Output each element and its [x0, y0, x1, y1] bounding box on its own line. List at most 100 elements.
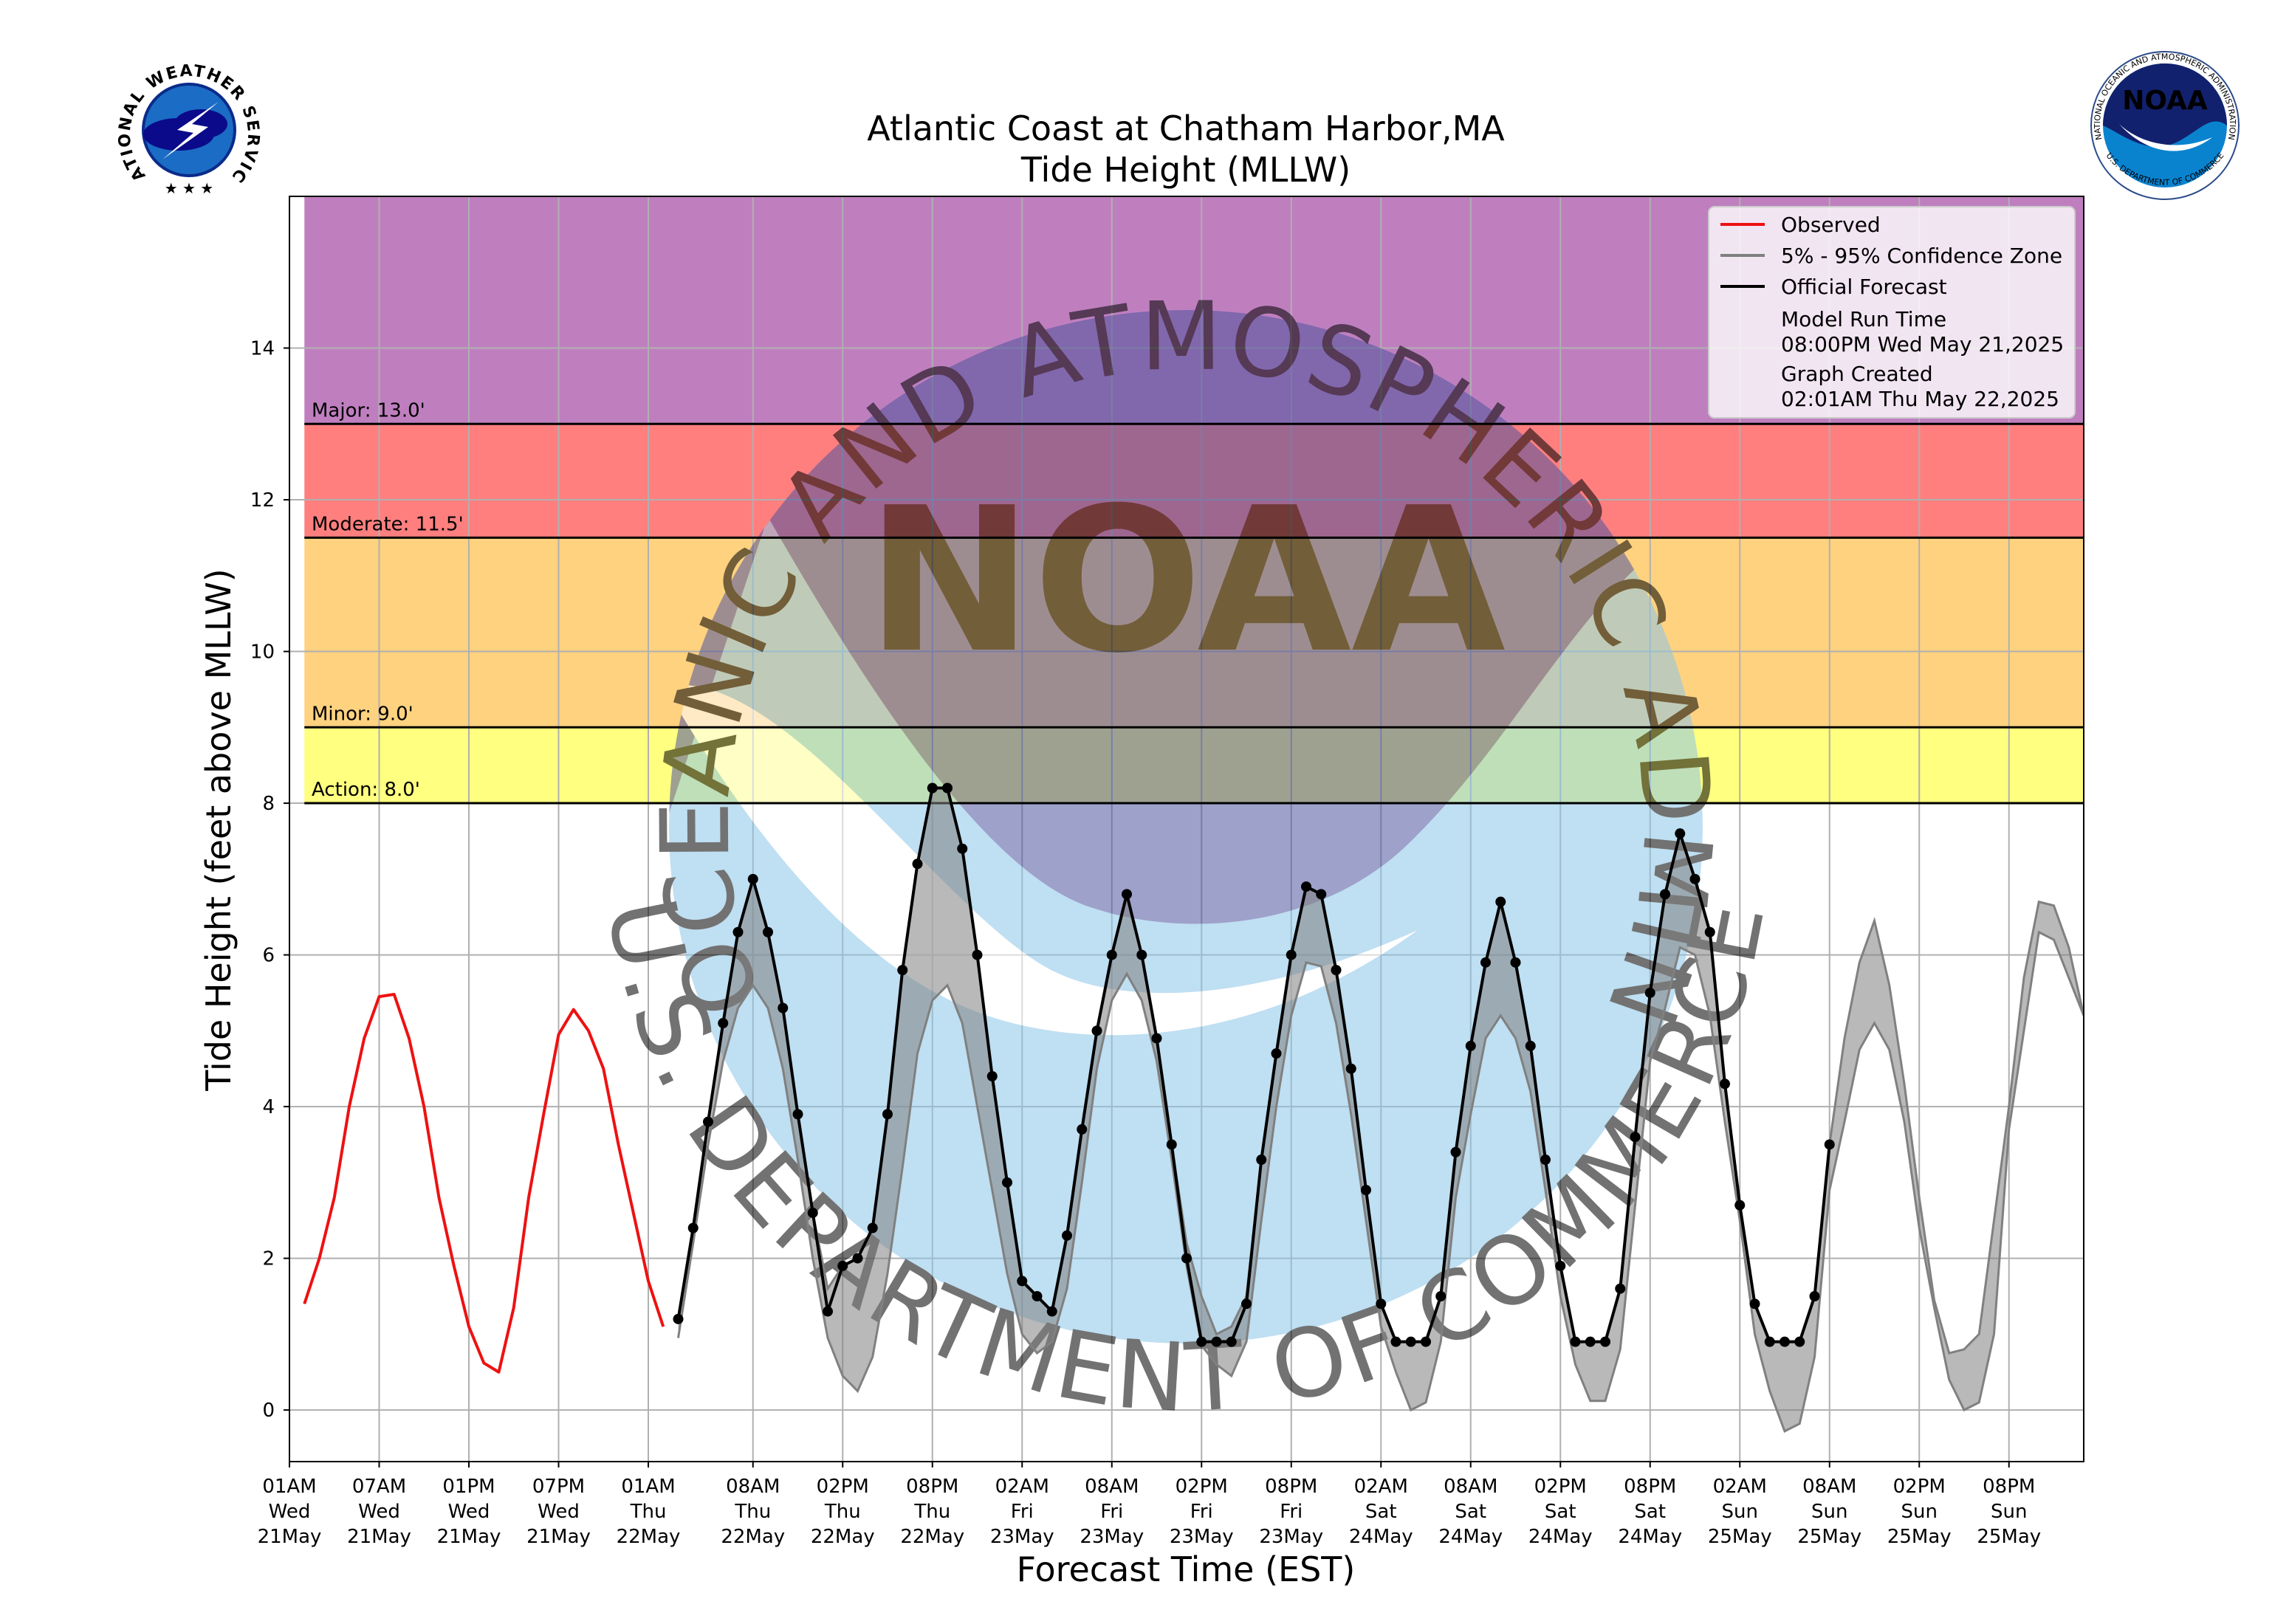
x-tick-label: 23May: [990, 1526, 1054, 1548]
series-marker: [1017, 1276, 1028, 1287]
series-marker: [1062, 1230, 1072, 1241]
series-marker: [1615, 1283, 1626, 1294]
series-marker: [1630, 1132, 1641, 1143]
series-marker: [957, 843, 968, 854]
legend-box: [1708, 206, 2076, 419]
series-marker: [972, 949, 983, 960]
x-tick-label: Sun: [1722, 1501, 1758, 1523]
series-marker: [1660, 889, 1670, 900]
x-tick-label: 23May: [1080, 1526, 1144, 1548]
y-tick-label: 4: [262, 1096, 275, 1118]
series-marker: [1390, 1336, 1401, 1347]
noaa-logo-top: [2103, 63, 2227, 147]
x-tick-label: Thu: [630, 1501, 667, 1523]
series-marker: [1151, 1033, 1162, 1044]
series-marker: [1166, 1139, 1177, 1150]
legend-note-label: Model Run Time: [1781, 307, 1946, 331]
nws-logo-rim: [142, 83, 236, 177]
series-marker: [882, 1109, 893, 1120]
x-tick-label: 24May: [1618, 1526, 1682, 1548]
nws-logo-stars: ★ ★ ★: [165, 179, 214, 197]
series-marker: [1495, 896, 1506, 907]
watermark-disc-bottom: [669, 310, 1703, 1343]
series-marker: [807, 1207, 818, 1218]
series-marker: [732, 926, 744, 937]
x-tick-label: Sat: [1545, 1501, 1576, 1523]
x-tick-label: 01PM: [442, 1476, 495, 1498]
x-tick-label: 21May: [347, 1526, 411, 1548]
series-marker: [1644, 987, 1655, 998]
noaa-logo-text: NOAA: [2122, 86, 2208, 116]
series-marker: [927, 782, 938, 794]
noaa-logo: NOAA NATIONAL OCEANIC AND ATMOSPHERIC AD…: [2090, 51, 2240, 200]
series-marker: [1256, 1155, 1267, 1166]
series-marker: [673, 1313, 684, 1324]
series-marker: [1824, 1139, 1835, 1150]
x-tick-label: 25May: [1887, 1526, 1952, 1548]
confidence-edge: [677, 930, 2084, 1433]
series-marker: [1002, 1177, 1012, 1188]
series-marker: [1465, 1040, 1476, 1051]
series-marker: [1435, 1290, 1447, 1301]
threshold-label: Minor: 9.0': [312, 703, 413, 725]
series-marker: [1675, 828, 1686, 839]
x-tick-label: 02PM: [817, 1476, 869, 1498]
plot-frame: [289, 196, 2084, 1462]
x-tick-label: Sun: [1811, 1501, 1847, 1523]
series-marker: [778, 1002, 789, 1014]
series-marker: [1734, 1200, 1746, 1211]
x-tick-label: 25May: [1797, 1526, 1861, 1548]
x-tick-label: 02PM: [1534, 1476, 1587, 1498]
y-tick-label: 14: [250, 338, 275, 360]
x-tick-label: 24May: [1438, 1526, 1503, 1548]
series-marker: [1749, 1298, 1760, 1310]
x-tick-label: 02PM: [1176, 1476, 1228, 1498]
series-marker: [1510, 957, 1521, 968]
chart-title: Atlantic Coast at Chatham Harbor,MA: [867, 109, 1505, 148]
series-marker: [1316, 889, 1327, 900]
series-marker: [1525, 1040, 1536, 1051]
series-marker: [1345, 1063, 1356, 1074]
watermark-gull: [669, 684, 1418, 1036]
legend-label: 5% - 95% Confidence Zone: [1781, 244, 2062, 268]
series-marker: [1764, 1336, 1775, 1347]
series-marker: [1122, 889, 1132, 900]
legend-note-label: Graph Created: [1781, 362, 1933, 386]
series-marker: [1809, 1290, 1820, 1301]
series-marker: [687, 1222, 699, 1234]
x-tick-label: 22May: [811, 1526, 875, 1548]
y-tick-label: 2: [262, 1248, 275, 1270]
series-marker: [1091, 1025, 1102, 1036]
series-marker: [1585, 1336, 1596, 1347]
legend-label: Observed: [1781, 213, 1881, 237]
series-marker: [1570, 1336, 1581, 1347]
x-tick-label: Thu: [734, 1501, 771, 1523]
series-marker: [852, 1253, 863, 1264]
x-tick-label: 08PM: [1265, 1476, 1317, 1498]
series-marker: [912, 859, 923, 870]
series-marker: [1286, 949, 1297, 960]
x-tick-label: 22May: [900, 1526, 964, 1548]
x-tick-label: Fri: [1280, 1501, 1303, 1523]
series-marker: [1361, 1185, 1371, 1196]
y-tick-label: 0: [262, 1400, 275, 1422]
series-line: [303, 993, 665, 1374]
watermark-disc: [669, 310, 1703, 1343]
series-marker: [703, 1116, 713, 1127]
x-tick-label: 02PM: [1893, 1476, 1946, 1498]
series-marker: [1720, 1078, 1730, 1090]
x-tick-label: 08PM: [1983, 1476, 2035, 1498]
x-tick-label: Wed: [269, 1501, 311, 1523]
series-marker: [1600, 1336, 1610, 1347]
x-tick-label: 01AM: [621, 1476, 675, 1498]
x-tick-label: 23May: [1259, 1526, 1323, 1548]
series-marker: [1226, 1336, 1237, 1347]
x-tick-label: Sat: [1365, 1501, 1397, 1523]
x-tick-label: Thu: [913, 1501, 950, 1523]
series-marker: [823, 1306, 833, 1317]
x-tick-label: 21May: [437, 1526, 501, 1548]
series-marker: [1689, 873, 1701, 884]
x-tick-label: Sat: [1455, 1501, 1486, 1523]
x-tick-label: 23May: [1170, 1526, 1234, 1548]
